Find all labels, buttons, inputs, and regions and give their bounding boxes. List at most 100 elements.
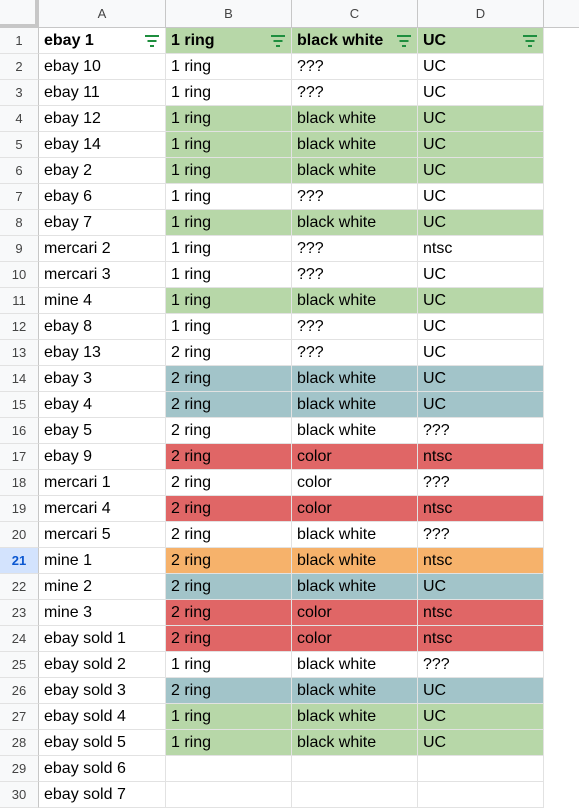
cell-b[interactable]: 2 ring (166, 392, 292, 418)
cell-b[interactable]: 1 ring (166, 80, 292, 106)
cell-c[interactable]: ??? (292, 340, 418, 366)
row-header[interactable]: 22 (0, 574, 39, 600)
cell-c[interactable]: black white (292, 366, 418, 392)
cell-b[interactable]: 1 ring (166, 158, 292, 184)
cell-b[interactable]: 2 ring (166, 444, 292, 470)
column-header-b[interactable]: B (166, 0, 292, 28)
cell-b[interactable]: 2 ring (166, 548, 292, 574)
cell-b[interactable]: 1 ring (166, 704, 292, 730)
cell-b[interactable]: 1 ring (166, 184, 292, 210)
cell-b[interactable]: 2 ring (166, 600, 292, 626)
select-all-corner[interactable] (0, 0, 39, 28)
column-header-c[interactable]: C (292, 0, 418, 28)
cell-d[interactable]: UC (418, 704, 544, 730)
cell-d[interactable]: UC (418, 262, 544, 288)
cell-d[interactable]: UC (418, 106, 544, 132)
row-header[interactable]: 15 (0, 392, 39, 418)
row-header[interactable]: 9 (0, 236, 39, 262)
row-header[interactable]: 17 (0, 444, 39, 470)
cell-c[interactable]: color (292, 626, 418, 652)
cell-b[interactable]: 2 ring (166, 366, 292, 392)
cell-a[interactable]: ebay sold 2 (39, 652, 166, 678)
cell-b[interactable]: 2 ring (166, 574, 292, 600)
row-header[interactable]: 13 (0, 340, 39, 366)
cell-b[interactable]: 1 ring (166, 132, 292, 158)
cell-a[interactable]: mercari 1 (39, 470, 166, 496)
row-header[interactable]: 5 (0, 132, 39, 158)
row-header[interactable]: 19 (0, 496, 39, 522)
cell-a[interactable]: ebay 4 (39, 392, 166, 418)
row-header[interactable]: 1 (0, 28, 39, 54)
row-header[interactable]: 27 (0, 704, 39, 730)
cell-c[interactable]: color (292, 496, 418, 522)
cell-d[interactable]: ntsc (418, 496, 544, 522)
cell-a[interactable]: mercari 4 (39, 496, 166, 522)
cell-c[interactable]: black white (292, 704, 418, 730)
cell-a[interactable]: mine 3 (39, 600, 166, 626)
cell-d[interactable] (418, 756, 544, 782)
cell-a[interactable]: mine 1 (39, 548, 166, 574)
cell-d[interactable]: UC (418, 730, 544, 756)
filter-icon[interactable] (523, 35, 537, 47)
cell-d[interactable]: ??? (418, 418, 544, 444)
cell-c[interactable]: black white (292, 678, 418, 704)
cell-d[interactable]: UC (418, 366, 544, 392)
cell-b[interactable]: 1 ring (166, 730, 292, 756)
cell-d[interactable]: ntsc (418, 548, 544, 574)
cell-d[interactable]: ntsc (418, 236, 544, 262)
filter-icon[interactable] (145, 35, 159, 47)
row-header[interactable]: 18 (0, 470, 39, 496)
cell-a[interactable]: ebay sold 6 (39, 756, 166, 782)
cell-d[interactable]: UC (418, 392, 544, 418)
header-cell-c[interactable]: black white (292, 28, 418, 54)
cell-a[interactable]: ebay 11 (39, 80, 166, 106)
cell-c[interactable]: black white (292, 210, 418, 236)
row-header[interactable]: 4 (0, 106, 39, 132)
cell-c[interactable]: black white (292, 288, 418, 314)
cell-a[interactable]: mine 4 (39, 288, 166, 314)
cell-b[interactable]: 1 ring (166, 314, 292, 340)
row-header[interactable]: 25 (0, 652, 39, 678)
cell-c[interactable]: black white (292, 652, 418, 678)
row-header[interactable]: 7 (0, 184, 39, 210)
cell-d[interactable]: UC (418, 288, 544, 314)
cell-a[interactable]: mine 2 (39, 574, 166, 600)
cell-a[interactable]: mercari 3 (39, 262, 166, 288)
cell-b[interactable]: 2 ring (166, 496, 292, 522)
cell-c[interactable]: ??? (292, 236, 418, 262)
cell-d[interactable]: UC (418, 132, 544, 158)
cell-c[interactable]: color (292, 600, 418, 626)
cell-d[interactable]: UC (418, 340, 544, 366)
cell-c[interactable]: black white (292, 418, 418, 444)
cell-b[interactable]: 1 ring (166, 288, 292, 314)
cell-d[interactable]: ??? (418, 652, 544, 678)
cell-b[interactable]: 1 ring (166, 236, 292, 262)
cell-d[interactable]: ??? (418, 522, 544, 548)
cell-a[interactable]: ebay sold 7 (39, 782, 166, 808)
cell-d[interactable]: UC (418, 314, 544, 340)
cell-c[interactable]: black white (292, 106, 418, 132)
cell-c[interactable]: color (292, 470, 418, 496)
row-header[interactable]: 8 (0, 210, 39, 236)
cell-b[interactable]: 1 ring (166, 210, 292, 236)
cell-a[interactable]: ebay sold 3 (39, 678, 166, 704)
cell-a[interactable]: ebay 8 (39, 314, 166, 340)
cell-c[interactable]: black white (292, 522, 418, 548)
row-header[interactable]: 28 (0, 730, 39, 756)
cell-d[interactable]: UC (418, 54, 544, 80)
cell-c[interactable] (292, 756, 418, 782)
cell-a[interactable]: ebay 14 (39, 132, 166, 158)
cell-a[interactable]: ebay sold 1 (39, 626, 166, 652)
cell-d[interactable]: ntsc (418, 444, 544, 470)
row-header[interactable]: 20 (0, 522, 39, 548)
cell-c[interactable]: black white (292, 392, 418, 418)
row-header[interactable]: 23 (0, 600, 39, 626)
cell-d[interactable]: ntsc (418, 626, 544, 652)
cell-a[interactable]: ebay 10 (39, 54, 166, 80)
filter-icon[interactable] (271, 35, 285, 47)
cell-c[interactable] (292, 782, 418, 808)
header-cell-b[interactable]: 1 ring (166, 28, 292, 54)
cell-d[interactable]: UC (418, 210, 544, 236)
cell-c[interactable]: ??? (292, 80, 418, 106)
row-header[interactable]: 21 (0, 548, 39, 574)
